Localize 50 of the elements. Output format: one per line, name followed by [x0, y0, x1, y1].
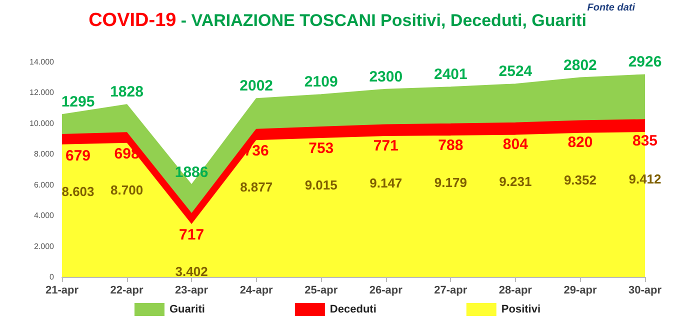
data-label: 1295 — [61, 94, 95, 111]
data-label: 8.877 — [240, 180, 273, 195]
legend-label: Deceduti — [330, 304, 376, 316]
x-tick-label: 24-apr — [240, 284, 274, 296]
y-tick-label: 0 — [50, 272, 55, 282]
data-label: 788 — [438, 136, 464, 154]
y-tick-label: 14.000 — [30, 58, 55, 66]
data-label: 2401 — [434, 66, 468, 84]
x-tick-label: 22-apr — [110, 284, 144, 296]
data-label: 2524 — [498, 63, 533, 80]
data-label: 2002 — [240, 78, 274, 95]
chart-title: COVID-19 - VARIAZIONE TOSCANI Positivi, Deceduti, Guariti — [88, 10, 586, 31]
data-label: 2802 — [564, 56, 597, 74]
x-tick-label: 27-apr — [434, 284, 468, 296]
x-tick-label: 26-apr — [369, 284, 404, 296]
data-label: 8.700 — [110, 182, 144, 198]
data-label: 2300 — [369, 68, 403, 86]
y-tick-label: 6.000 — [34, 180, 55, 190]
data-label: 804 — [502, 136, 529, 153]
legend-label: Guariti — [169, 304, 205, 316]
data-label: 835 — [632, 132, 658, 150]
x-tick-label: 29-apr — [564, 284, 598, 296]
y-tick-label: 4.000 — [34, 211, 55, 220]
y-tick-label: 2.000 — [34, 242, 55, 251]
data-label: 820 — [568, 134, 593, 151]
y-tick-label: 10.000 — [30, 118, 55, 128]
data-label: 771 — [373, 138, 398, 155]
data-label: 1828 — [110, 84, 144, 101]
data-label: 679 — [65, 147, 91, 164]
data-label: 753 — [308, 140, 334, 157]
data-label: 9.231 — [499, 174, 532, 190]
data-label: 3.402 — [175, 264, 208, 279]
x-tick-label: 30-apr — [628, 284, 662, 296]
data-label: 9.147 — [370, 176, 402, 191]
data-label: 9.179 — [434, 175, 467, 190]
y-tick-label: 12.000 — [30, 88, 55, 98]
data-label: 2926 — [628, 54, 662, 71]
data-label: 717 — [179, 226, 204, 244]
y-tick-label: 8.000 — [34, 150, 55, 159]
data-label: 9.412 — [628, 171, 662, 186]
x-tick-label: 23-apr — [175, 284, 209, 296]
data-label: 9.352 — [564, 172, 596, 188]
data-label: 9.015 — [304, 178, 338, 193]
x-tick-label: 28-apr — [498, 284, 533, 296]
data-label: 8.603 — [62, 184, 94, 199]
x-tick-label: 21-apr — [45, 284, 80, 296]
data-label: 2109 — [304, 74, 338, 91]
legend-label: Positivi — [501, 304, 541, 316]
source-note: Fonte dati — [587, 2, 636, 14]
x-tick-label: 25-apr — [304, 284, 338, 296]
